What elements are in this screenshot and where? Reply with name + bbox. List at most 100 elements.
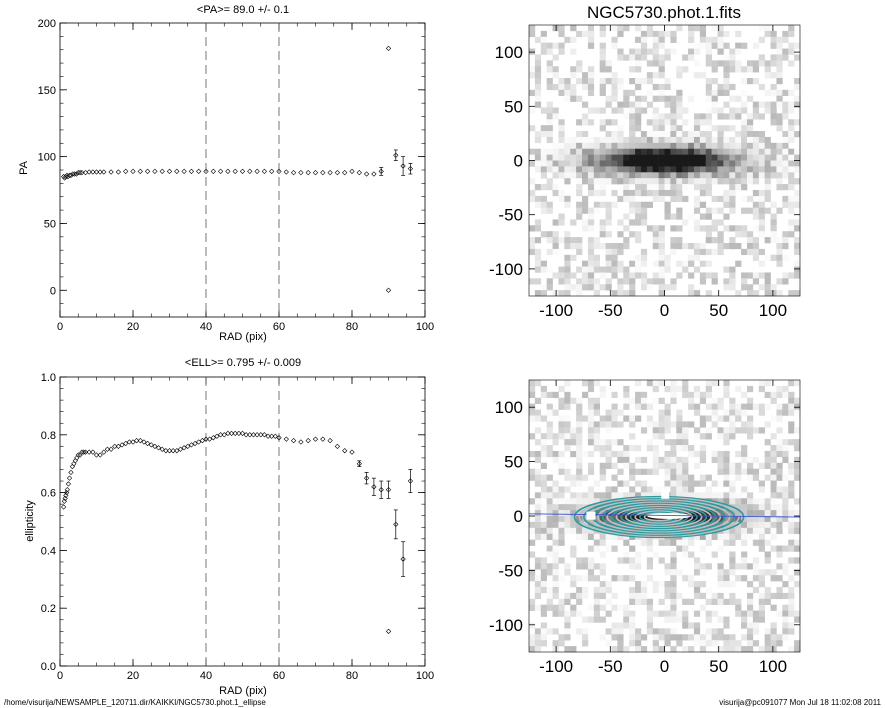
fits-image-pixel — [782, 89, 789, 96]
isophote-image-pixel — [540, 563, 547, 570]
isophote-image-pixel — [782, 563, 789, 570]
isophote-image-pixel — [746, 492, 754, 499]
masked-star — [586, 511, 596, 520]
isophote-image-pixel — [752, 622, 760, 629]
pa-plot-xtick-label: 0 — [57, 321, 63, 333]
fits-image-pixel — [746, 160, 754, 167]
isophote-image-ytick-label: 100 — [495, 398, 523, 417]
isophote-image-pixel — [558, 634, 565, 641]
fits-image-pixel — [705, 125, 712, 132]
fits-image-pixel — [623, 101, 630, 108]
isophote-image-pixel — [582, 391, 589, 399]
isophote-image-pixel — [540, 450, 547, 458]
isophote-image-pixel — [564, 592, 571, 600]
isophote-image-pixel — [623, 445, 630, 452]
fits-image-pixel — [746, 284, 754, 291]
isophote-image-pixel — [758, 480, 765, 487]
fits-image-pixel — [717, 195, 724, 203]
fits-image-pixel — [570, 95, 577, 102]
isophote-image-pixel — [741, 557, 748, 564]
isophote-image-pixel — [770, 450, 777, 458]
isophote-image-pixel — [587, 462, 595, 469]
isophote-image-pixel — [582, 616, 589, 623]
fits-image-pixel — [576, 242, 583, 250]
isophote-ellipse — [578, 496, 740, 538]
fits-image-pixel — [664, 148, 671, 155]
isophote-image-pixel — [534, 640, 542, 647]
isophote-image-pixel — [540, 533, 547, 540]
isophote-image-pixel — [599, 533, 606, 540]
fits-image-pixel — [546, 266, 553, 273]
fits-image-pixel — [764, 60, 771, 67]
isophote-image-pixel — [617, 604, 624, 611]
fits-image-pixel — [764, 272, 771, 279]
isophote-image-pixel — [534, 498, 542, 505]
fits-image-pixel — [658, 172, 665, 179]
isophote-image-xtick-label: -100 — [539, 657, 573, 676]
isophote-image-pixel — [711, 380, 718, 387]
isophote-image-pixel — [711, 450, 718, 458]
isophote-image-pixel — [729, 527, 736, 535]
isophote-image-pixel — [582, 575, 589, 582]
pa-plot-data-point — [385, 45, 392, 52]
isophote-image-pixel — [552, 492, 559, 499]
fits-image-pixel — [564, 237, 571, 244]
position-angle-line — [528, 513, 801, 518]
isophote-image-pixel — [611, 628, 618, 635]
pa-plot-data-point — [123, 168, 129, 174]
fits-image-pixel — [741, 231, 748, 238]
fits-image-pixel — [664, 131, 671, 138]
fits-image-pixel — [540, 36, 547, 43]
fits-image-pixel — [593, 189, 600, 197]
isophote-image-pixel — [735, 385, 742, 393]
pa-plot-data-point — [393, 152, 399, 158]
isophote-image-pixel — [776, 415, 783, 422]
fits-image-pixel — [635, 148, 642, 155]
fits-image-pixel — [652, 48, 659, 55]
fits-image-pixel — [723, 83, 730, 91]
isophote-image-ytick-label: -100 — [489, 616, 523, 635]
fits-image-pixel — [635, 154, 642, 161]
pa-plot-xtick-label: 20 — [127, 321, 139, 333]
isophote-image-pixel — [794, 468, 801, 475]
ellipticity-plot-data-point — [232, 430, 238, 436]
fits-image-pixel — [705, 172, 712, 179]
isophote-image-pixel — [693, 533, 701, 540]
fits-image-pixel — [705, 260, 712, 267]
fits-image-pixel — [570, 36, 577, 43]
isophote-image-pixel — [570, 545, 577, 552]
ellipticity-plot-data-point — [181, 445, 187, 451]
isophote-image-pixel — [746, 640, 754, 647]
ellipticity-plot-ytick-label: 0.2 — [41, 603, 56, 615]
fits-image-pixel — [546, 166, 553, 173]
isophote-image-pixel — [558, 598, 565, 605]
fits-image-pixel — [635, 260, 642, 267]
isophote-image-pixel — [652, 462, 659, 469]
fits-image-pixel — [705, 95, 712, 102]
fits-image-pixel — [658, 36, 665, 43]
fits-image-pixel — [788, 89, 795, 96]
isophote-image-pixel — [652, 421, 659, 428]
fits-image-pixel — [599, 66, 606, 73]
fits-image-pixel — [605, 66, 612, 73]
isophote-image-pixel — [741, 450, 748, 458]
isophote-image-pixel — [746, 610, 754, 617]
fits-image-pixel — [670, 172, 677, 179]
ellipticity-plot-data-point — [137, 437, 143, 444]
isophote-image-pixel — [782, 409, 789, 416]
isophote-image-pixel — [711, 480, 718, 487]
isophote-image-pixel — [546, 498, 553, 505]
fits-image-pixel — [611, 107, 618, 114]
isophote-image-pixel — [758, 616, 765, 623]
isophote-image-pixel — [593, 563, 600, 570]
isophote-image-pixel — [752, 569, 760, 576]
isophote-image-pixel — [670, 628, 677, 635]
fits-image-pixel — [617, 78, 624, 85]
isophote-image-pixel — [670, 450, 677, 458]
fits-image-pixel — [599, 189, 606, 197]
pa-plot-data-point — [90, 169, 96, 175]
isophote-image-pixel — [782, 521, 789, 529]
fits-image-pixel — [664, 160, 671, 167]
fits-image-pixel — [764, 184, 771, 191]
isophote-image-pixel — [676, 640, 683, 647]
